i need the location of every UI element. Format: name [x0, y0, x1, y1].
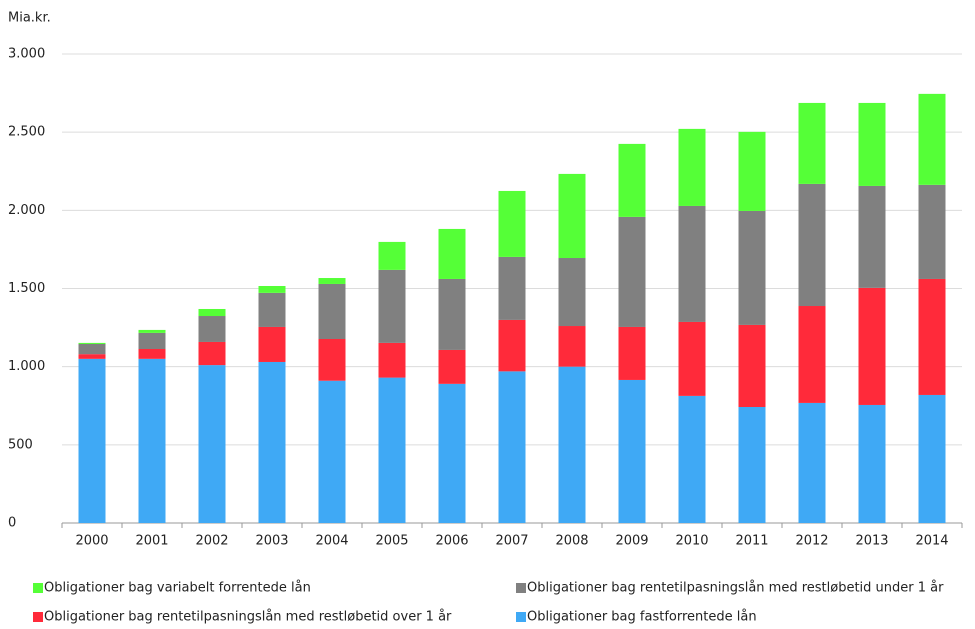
- x-tick-label: 2012: [795, 534, 828, 549]
- legend-label: Obligationer bag variabelt forrentede lå…: [44, 581, 311, 596]
- bar-segment: [378, 377, 406, 523]
- bar-segment: [798, 306, 826, 403]
- bar-segment: [798, 183, 826, 307]
- y-tick-label: 3.000: [8, 47, 45, 62]
- bar-segment: [858, 287, 886, 405]
- legend-swatch: [33, 612, 43, 622]
- y-tick-label: 2.000: [8, 203, 45, 218]
- bar-segment: [498, 319, 526, 372]
- legend-swatch: [516, 612, 526, 622]
- bar-segment: [678, 321, 706, 396]
- bar-segment: [78, 358, 106, 523]
- x-tick-label: 2007: [495, 534, 528, 549]
- bar-segment: [918, 394, 946, 523]
- x-tick-label: 2013: [855, 534, 888, 549]
- bar-segment: [738, 324, 766, 408]
- bar-segment: [438, 383, 466, 523]
- y-tick-label: 500: [8, 437, 33, 452]
- bar-segment: [558, 173, 586, 259]
- bar-segment: [318, 380, 346, 523]
- bar-segment: [858, 185, 886, 288]
- bar-segment: [798, 102, 826, 184]
- bar-segment: [498, 371, 526, 523]
- bar-segment: [738, 131, 766, 211]
- bar-segment: [138, 332, 166, 350]
- legend-label: Obligationer bag fastforrentede lån: [527, 610, 757, 625]
- bar-segment: [438, 278, 466, 350]
- x-tick-label: 2006: [435, 534, 468, 549]
- bar-segment: [198, 308, 226, 317]
- x-tick-label: 2009: [615, 534, 648, 549]
- bar-segment: [318, 283, 346, 339]
- legend-swatch: [516, 583, 526, 593]
- bar-segment: [198, 316, 226, 342]
- bar-segment: [258, 361, 286, 523]
- y-axis-label: Mia.kr.: [8, 11, 51, 26]
- bar-segment: [678, 128, 706, 206]
- bar-segment: [138, 329, 166, 333]
- bar-segment: [198, 341, 226, 366]
- bar-segment: [378, 241, 406, 270]
- bar-segment: [258, 326, 286, 362]
- bar-segment: [678, 395, 706, 523]
- bar-segment: [78, 343, 106, 355]
- bar-segment: [438, 349, 466, 384]
- bar-segment: [378, 342, 406, 378]
- legend-label: Obligationer bag rentetilpasningslån med…: [44, 610, 452, 625]
- bar-segment: [438, 228, 466, 279]
- bar-segment: [618, 143, 646, 217]
- legend-swatch: [33, 583, 43, 593]
- bar-segment: [78, 354, 106, 359]
- x-tick-label: 2004: [315, 534, 348, 549]
- bar-segment: [618, 379, 646, 523]
- x-tick-label: 2010: [675, 534, 708, 549]
- bar-segment: [918, 278, 946, 395]
- x-tick-label: 2005: [375, 534, 408, 549]
- bar-segment: [738, 210, 766, 325]
- bar-segment: [738, 407, 766, 523]
- bar-segment: [918, 93, 946, 185]
- x-tick-label: 2008: [555, 534, 588, 549]
- x-tick-label: 2000: [75, 534, 108, 549]
- bar-segment: [378, 269, 406, 343]
- bar-segment: [678, 205, 706, 322]
- bar-segment: [78, 342, 106, 344]
- bar-segment: [138, 349, 166, 359]
- x-tick-label: 2001: [135, 534, 168, 549]
- bar-segment: [558, 366, 586, 523]
- legend-label: Obligationer bag rentetilpasningslån med…: [527, 581, 944, 596]
- bar-segment: [318, 278, 346, 284]
- bar-segment: [258, 285, 286, 293]
- y-tick-label: 0: [8, 516, 16, 531]
- bar-segment: [918, 184, 946, 279]
- bar-segment: [618, 326, 646, 380]
- bar-segment: [558, 326, 586, 367]
- y-tick-label: 1.500: [8, 281, 45, 296]
- bar-segment: [498, 256, 526, 320]
- bar-segment: [138, 358, 166, 523]
- bar-segment: [198, 365, 226, 523]
- bar-segment: [858, 102, 886, 186]
- x-tick-label: 2002: [195, 534, 228, 549]
- bar-segment: [618, 216, 646, 327]
- bar-segment: [558, 258, 586, 327]
- x-tick-label: 2014: [915, 534, 948, 549]
- bar-segment: [258, 292, 286, 327]
- x-tick-label: 2003: [255, 534, 288, 549]
- bar-segment: [798, 402, 826, 523]
- bar-segment: [858, 404, 886, 523]
- y-tick-label: 2.500: [8, 125, 45, 140]
- x-tick-label: 2011: [735, 534, 768, 549]
- bar-segment: [498, 190, 526, 257]
- bar-segment: [318, 338, 346, 381]
- y-tick-label: 1.000: [8, 359, 45, 374]
